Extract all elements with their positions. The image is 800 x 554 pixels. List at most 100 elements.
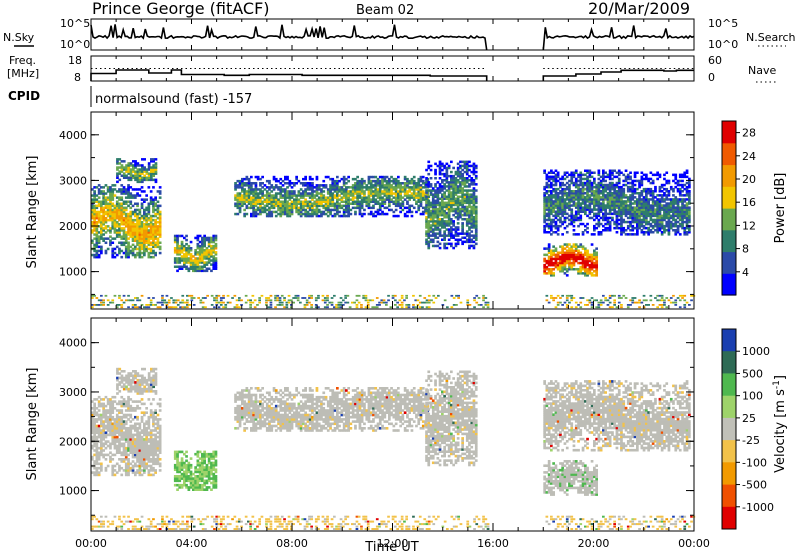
power-echo-cell [438, 232, 442, 235]
power-echo-cell [109, 210, 112, 214]
power-echo-cell [552, 183, 555, 187]
power-echo-cell [109, 301, 112, 304]
power-echo-cell [185, 247, 188, 250]
power-echo-cell [198, 247, 202, 250]
power-echo-cell [272, 177, 276, 181]
power-echo-cell [438, 191, 442, 194]
power-echo-cell [329, 196, 332, 199]
power-echo-cell [141, 166, 144, 169]
power-echo-cell [109, 243, 112, 247]
power-echo-cell [552, 218, 555, 222]
power-echo-cell [93, 229, 96, 232]
power-echo-cell [450, 220, 453, 223]
power-echo-cell [459, 172, 462, 176]
power-echo-cell [293, 200, 296, 203]
power-echo-cell [256, 196, 260, 199]
power-echo-cell [97, 221, 101, 224]
power-echo-cell [651, 190, 655, 193]
power-echo-cell [122, 221, 126, 224]
power-echo-cell [176, 242, 179, 246]
power-echo-cell [234, 182, 237, 185]
power-echo-cell [649, 229, 653, 232]
power-echo-cell [376, 192, 380, 195]
power-echo-cell [290, 200, 294, 203]
power-echo-cell [207, 257, 211, 260]
power-echo-cell [385, 186, 389, 189]
power-echo-cell [158, 214, 162, 218]
power-echo-cell [374, 202, 378, 205]
power-echo-cell [247, 184, 251, 187]
power-echo-cell [355, 304, 359, 306]
power-echo-cell [106, 190, 110, 193]
power-echo-cell [304, 188, 307, 191]
power-echo-cell [243, 212, 246, 216]
power-echo-cell [470, 183, 474, 186]
power-echo-cell [474, 177, 478, 180]
power-echo-cell [293, 190, 296, 193]
power-echo-cell [272, 198, 276, 201]
power-echo-cell [406, 186, 409, 189]
power-echo-cell [338, 198, 341, 201]
power-echo-cell [120, 188, 124, 191]
power-echo-cell [545, 261, 549, 265]
power-echo-cell [236, 192, 240, 195]
power-echo-cell [354, 212, 357, 216]
power-echo-cell [412, 196, 416, 199]
power-echo-cell [102, 233, 105, 236]
power-echo-cell [388, 184, 391, 187]
power-echo-cell [152, 208, 155, 212]
power-echo-cell [305, 299, 309, 302]
power-echo-cell [261, 192, 264, 195]
power-echo-cell [470, 222, 474, 225]
power-echo-cell [226, 294, 230, 297]
power-echo-cell [468, 234, 471, 237]
power-echo-cell [454, 238, 458, 241]
power-echo-cell [474, 216, 478, 219]
power-echo-cell [375, 304, 379, 306]
power-echo-cell [281, 208, 285, 212]
power-echo-cell [459, 201, 462, 205]
power-echo-cell [143, 229, 146, 232]
power-echo-cell [410, 179, 414, 183]
power-echo-cell [456, 226, 460, 229]
power-echo-cell [317, 198, 321, 201]
power-echo-cell [342, 177, 346, 181]
power-echo-cell [349, 190, 353, 193]
power-echo-cell [429, 193, 433, 196]
power-echo-cell [429, 220, 433, 223]
power-echo-cell [459, 238, 462, 241]
power-echo-cell [207, 251, 211, 254]
power-echo-cell [286, 202, 289, 205]
power-echo-cell [331, 184, 335, 187]
power-echo-cell [284, 210, 287, 214]
power-echo-cell [342, 190, 346, 193]
power-echo-cell [138, 243, 142, 247]
power-echo-cell [390, 179, 393, 183]
power-echo-cell [170, 306, 173, 309]
power-echo-cell [452, 209, 455, 213]
power-echo-cell [461, 222, 464, 225]
power-echo-cell [125, 168, 128, 171]
power-echo-cell [474, 211, 478, 215]
power-echo-cell [672, 222, 675, 226]
power-echo-cell [145, 216, 148, 220]
power-echo-cell [543, 265, 546, 269]
power-echo-cell [683, 187, 687, 191]
power-echo-cell [412, 182, 416, 185]
power-echo-cell [445, 234, 449, 237]
power-echo-cell [183, 306, 187, 309]
power-echo-cell [378, 186, 382, 189]
power-echo-cell [427, 203, 431, 207]
power-echo-cell [633, 226, 637, 230]
power-echo-cell [185, 265, 188, 268]
power-echo-cell [378, 204, 382, 208]
power-echo-cell [154, 196, 157, 199]
power-echo-cell [447, 230, 451, 233]
power-echo-cell [322, 200, 326, 203]
power-echo-cell [568, 222, 571, 226]
power-echo-cell [290, 210, 294, 214]
power-echo-cell [93, 210, 96, 214]
power-echo-cell [450, 230, 453, 233]
power-echo-cell [429, 228, 433, 231]
power-echo-cell [302, 212, 305, 216]
